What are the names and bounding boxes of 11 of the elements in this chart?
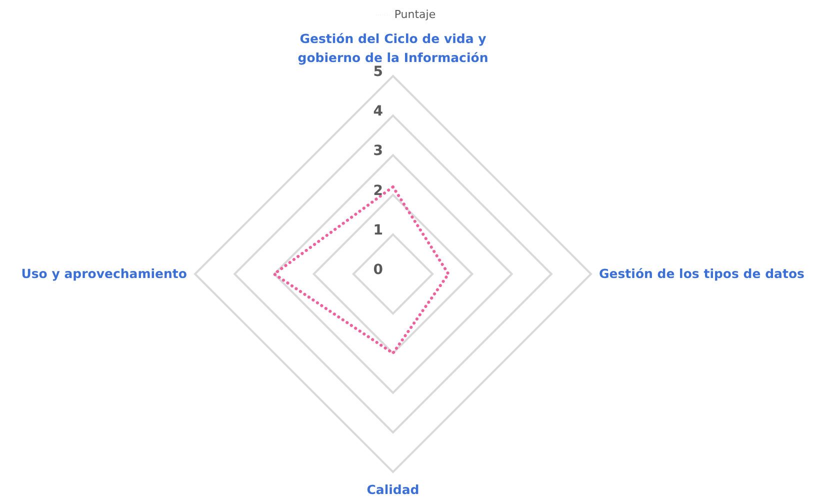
y-tick-label: 2 bbox=[373, 182, 383, 199]
legend-label: Puntaje bbox=[394, 8, 436, 22]
y-tick-label: 4 bbox=[373, 104, 384, 120]
spoke-label: Gestión del Ciclo de vida y gobierno de la Información bbox=[298, 31, 488, 65]
y-tick-label: 3 bbox=[373, 143, 383, 160]
spoke-label: Calidad bbox=[366, 482, 420, 497]
spoke-label: Uso y aprovechamiento bbox=[21, 266, 188, 281]
spoke-label: Gestión de los tipos de datos bbox=[599, 266, 804, 281]
y-tick-label: 5 bbox=[373, 64, 383, 80]
y-tick-label: 1 bbox=[373, 222, 383, 238]
y-tick-label: 0 bbox=[373, 262, 384, 278]
